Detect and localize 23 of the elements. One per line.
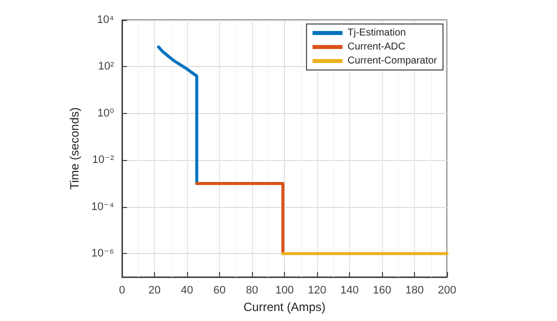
legend-label: Current-ADC	[348, 42, 406, 52]
x-tick-label: 140	[340, 284, 359, 296]
x-tick-label: 40	[180, 284, 194, 296]
line-series	[157, 45, 198, 186]
y-tick-label: 10⁴	[97, 14, 114, 26]
x-tick-label: 20	[148, 284, 161, 296]
y-tick-label: 10⁻⁶	[91, 248, 114, 260]
x-tick-label: 180	[405, 284, 424, 296]
x-tick-label: 200	[438, 284, 456, 296]
x-tick-label: 120	[308, 284, 326, 296]
y-axis-title: Time (seconds)	[67, 107, 82, 190]
x-tick-label: 160	[372, 284, 392, 296]
x-tick-label: 80	[246, 284, 258, 296]
legend-label: Tj-Estimation	[348, 28, 406, 38]
y-tick-label: 10²	[98, 60, 114, 73]
x-tick-label: 0	[118, 284, 126, 296]
x-tick-label: 60	[213, 284, 226, 296]
x-tick-label: 100	[275, 284, 294, 296]
y-tick-label: 10⁻⁴	[91, 200, 114, 213]
legend-label: Current-Comparator	[348, 56, 438, 66]
x-axis-title: Current (Amps)	[243, 300, 326, 314]
y-tick-label: 10⁻²	[92, 154, 114, 166]
y-tick-label: 10⁰	[97, 107, 115, 120]
